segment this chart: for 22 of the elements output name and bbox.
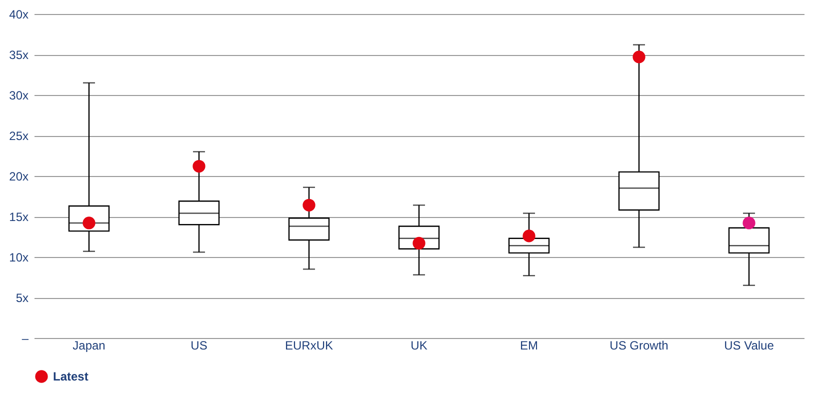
x-tick-label: Japan	[72, 338, 106, 352]
x-tick-label: US Growth	[610, 338, 668, 352]
y-tick-label: 10x	[9, 250, 28, 264]
y-tick-label: 30x	[9, 88, 28, 102]
y-tick-label: 20x	[9, 170, 28, 184]
x-tick-label: EM	[520, 338, 538, 352]
x-tick-label: US Value	[724, 338, 774, 352]
x-tick-label: UK	[410, 338, 428, 352]
point	[302, 198, 316, 212]
x-tick-label: EURxUK	[284, 338, 334, 352]
y-tick-label: 35x	[9, 48, 28, 62]
point	[192, 160, 206, 173]
y-tick-label: –	[22, 332, 29, 346]
y-tick-label: 5x	[16, 291, 28, 305]
point	[742, 216, 756, 230]
y-tick-label: 40x	[9, 8, 28, 22]
point	[632, 50, 646, 64]
point	[522, 230, 536, 242]
legend-label: Latest	[53, 370, 88, 384]
y-tick-label: 15x	[9, 210, 28, 224]
x-tick-label: US	[190, 338, 208, 352]
y-tick-label: 25x	[9, 129, 28, 143]
